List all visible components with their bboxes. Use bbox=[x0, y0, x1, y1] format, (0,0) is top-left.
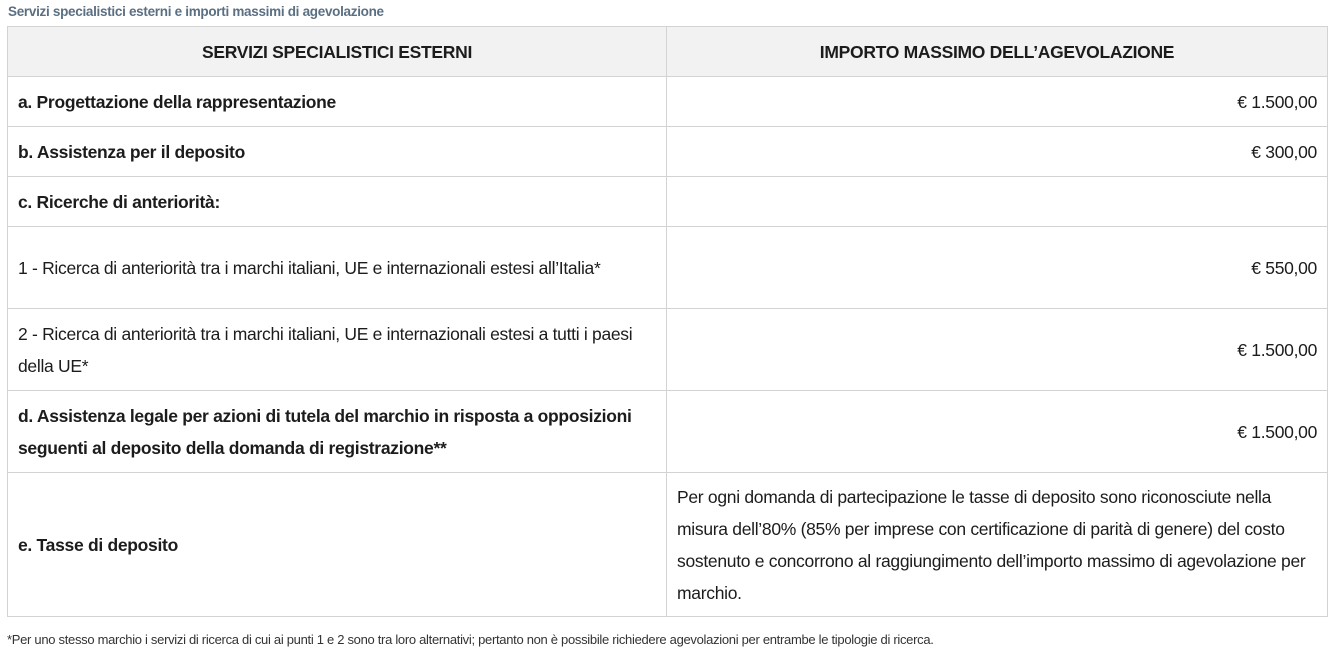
service-cell: a. Progettazione della rappresentazione bbox=[7, 76, 667, 127]
header-amount: IMPORTO MASSIMO DELL’AGEVOLAZIONE bbox=[666, 26, 1328, 77]
footnote: *Per uno stesso marchio i servizi di ric… bbox=[7, 632, 934, 647]
table-row: c. Ricerche di anteriorità: bbox=[7, 176, 1328, 227]
amount-cell: Per ogni domanda di partecipazione le ta… bbox=[666, 472, 1328, 617]
service-cell: c. Ricerche di anteriorità: bbox=[7, 176, 667, 227]
header-row: SERVIZI SPECIALISTICI ESTERNI IMPORTO MA… bbox=[7, 26, 1328, 77]
table-row: d. Assistenza legale per azioni di tutel… bbox=[7, 390, 1328, 473]
services-table: SERVIZI SPECIALISTICI ESTERNI IMPORTO MA… bbox=[7, 26, 1328, 617]
table-row: a. Progettazione della rappresentazione … bbox=[7, 76, 1328, 127]
amount-cell bbox=[666, 176, 1328, 227]
table-row: b. Assistenza per il deposito € 300,00 bbox=[7, 126, 1328, 177]
table-row: 2 - Ricerca di anteriorità tra i marchi … bbox=[7, 308, 1328, 391]
amount-cell: € 1.500,00 bbox=[666, 76, 1328, 127]
amount-cell: € 1.500,00 bbox=[666, 390, 1328, 473]
table-row: e. Tasse di deposito Per ogni domanda di… bbox=[7, 472, 1328, 617]
amount-cell: € 300,00 bbox=[666, 126, 1328, 177]
amount-cell: € 1.500,00 bbox=[666, 308, 1328, 391]
header-services: SERVIZI SPECIALISTICI ESTERNI bbox=[7, 26, 667, 77]
service-cell: 1 - Ricerca di anteriorità tra i marchi … bbox=[7, 226, 667, 309]
table-row: 1 - Ricerca di anteriorità tra i marchi … bbox=[7, 226, 1328, 309]
table-caption: Servizi specialistici esterni e importi … bbox=[8, 4, 384, 19]
service-cell: d. Assistenza legale per azioni di tutel… bbox=[7, 390, 667, 473]
amount-cell: € 550,00 bbox=[666, 226, 1328, 309]
service-cell: e. Tasse di deposito bbox=[7, 472, 667, 617]
service-cell: 2 - Ricerca di anteriorità tra i marchi … bbox=[7, 308, 667, 391]
service-cell: b. Assistenza per il deposito bbox=[7, 126, 667, 177]
